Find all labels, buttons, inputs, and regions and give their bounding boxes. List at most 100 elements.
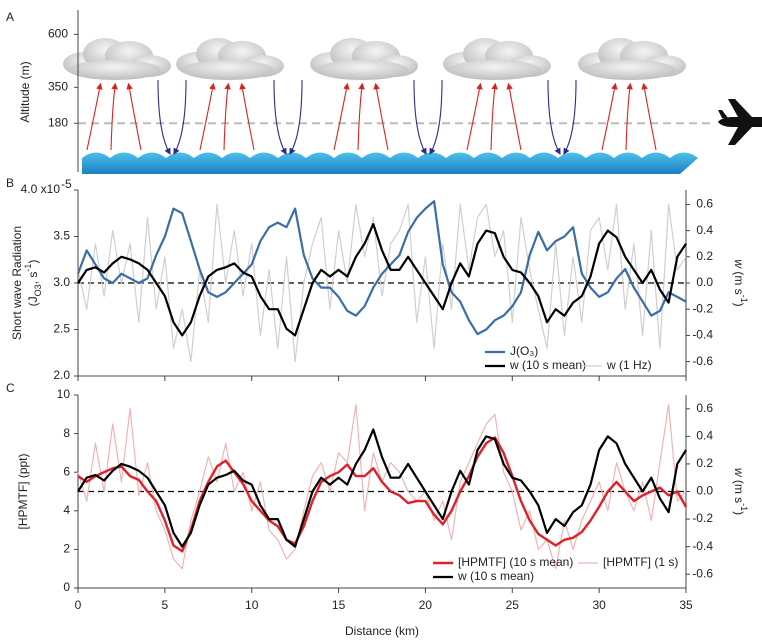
cloud-puff xyxy=(316,60,408,80)
y-tick-label: 0 xyxy=(63,580,70,594)
y-tick-label: 10 xyxy=(57,387,71,401)
y2-tick-label: 0.6 xyxy=(696,401,713,415)
x-tick-label: 25 xyxy=(506,598,520,612)
schematic xyxy=(63,38,712,174)
updraft-arrow xyxy=(641,82,657,151)
downdraft-arrow xyxy=(173,79,187,155)
y2-tick-label: 0.0 xyxy=(696,275,713,289)
label-part: w xyxy=(732,468,746,478)
cloud xyxy=(578,38,686,80)
x-tick-label: 10 xyxy=(245,598,259,612)
y-tick-label: 2.0 xyxy=(53,368,70,382)
downdraft-arrow xyxy=(157,79,171,155)
y2-tick-label: 0.4 xyxy=(696,223,713,237)
updraft-arrow xyxy=(373,82,389,151)
y-tick-label: 180 xyxy=(48,115,68,129)
label-part: ) xyxy=(732,303,746,307)
x-tick-label: 20 xyxy=(419,598,433,612)
updraft-arrow xyxy=(357,82,365,151)
label-part: (m s xyxy=(732,268,746,295)
y2-axis-label: w (m s-1) xyxy=(732,259,749,306)
y-tick-label: 4.0 x10 xyxy=(21,182,61,196)
legend-label: w (10 s mean) xyxy=(457,569,534,583)
label-part: ) xyxy=(732,511,746,515)
label-part: (J xyxy=(26,296,40,306)
panel-label: A xyxy=(6,10,14,24)
y2-tick-label: -0.6 xyxy=(692,566,713,580)
line-series xyxy=(77,223,687,337)
cloud xyxy=(443,38,551,80)
y2-tick-label: -0.4 xyxy=(692,539,713,553)
x-tick-label: 35 xyxy=(679,598,693,612)
y-axis-label: [HPMTF] (ppt) xyxy=(16,453,30,529)
downdraft-arrow xyxy=(563,79,577,155)
label-part: -1 xyxy=(739,295,749,303)
updraft-arrow xyxy=(625,82,633,151)
y-tick-label: 6 xyxy=(63,464,70,478)
airplane xyxy=(718,99,762,145)
label-part: [HPMTF] (ppt) xyxy=(16,453,30,529)
y-axis-label: Altitude (m) xyxy=(18,61,32,122)
updraft-arrow xyxy=(199,82,216,151)
label-part: w xyxy=(732,259,746,269)
cloud xyxy=(310,38,418,80)
label-part: -1 xyxy=(23,264,33,272)
updraft-arrow xyxy=(223,82,231,151)
downdraft-arrow xyxy=(547,79,561,155)
y-tick-label: 2 xyxy=(63,542,70,556)
label-part: (m s xyxy=(732,476,746,503)
y-tick-label: 2.5 xyxy=(53,322,70,336)
y-exponent: -5 xyxy=(61,177,72,191)
panel-label: C xyxy=(6,381,15,395)
cloud-puff xyxy=(584,60,676,80)
y2-tick-label: -0.6 xyxy=(692,354,713,368)
x-tick-label: 5 xyxy=(162,598,169,612)
y-axis-label: Short wave Radiation xyxy=(10,226,24,340)
legend-label: J(O₃) xyxy=(510,344,538,358)
x-tick-label: 15 xyxy=(332,598,346,612)
y2-tick-label: 0.4 xyxy=(696,429,713,443)
label-part: ) xyxy=(26,260,40,264)
line-series xyxy=(77,436,688,553)
y-tick-label: 4 xyxy=(63,503,70,517)
legend-label: [HPMTF] (1 s) xyxy=(603,555,678,569)
line-series xyxy=(77,404,687,570)
y2-axis-label: w (m s-1) xyxy=(732,468,749,515)
cloud xyxy=(176,38,284,80)
y2-tick-label: 0.0 xyxy=(696,484,713,498)
line-series xyxy=(77,428,687,548)
y2-tick-label: -0.2 xyxy=(692,511,713,525)
y2-tick-label: 0.2 xyxy=(696,249,713,263)
legend-label: [HPMTF] (10 s mean) xyxy=(458,555,573,569)
legend-label: w (10 s mean) xyxy=(509,358,586,372)
y-tick-label: 3.5 xyxy=(53,229,70,243)
cloud-puff xyxy=(69,60,161,80)
line-series xyxy=(76,200,687,336)
legend-label: w (1 Hz) xyxy=(606,358,652,372)
cloud-puff xyxy=(449,60,541,80)
updraft-arrow xyxy=(506,82,522,151)
label-part: , s xyxy=(26,272,40,285)
y2-tick-label: -0.2 xyxy=(692,301,713,315)
downdraft-arrow xyxy=(413,79,427,155)
y-tick-label: 8 xyxy=(63,426,70,440)
updraft-arrow xyxy=(110,82,118,151)
y-axis-label: (JO3, s-1) xyxy=(23,260,43,307)
x-tick-label: 30 xyxy=(592,598,606,612)
downdraft-arrow xyxy=(289,79,303,155)
updraft-arrow xyxy=(601,82,618,151)
sea xyxy=(82,152,698,174)
downdraft-arrow xyxy=(429,79,443,155)
updraft-arrow xyxy=(333,82,350,151)
y-tick-label: 600 xyxy=(48,27,68,41)
cloud xyxy=(63,38,171,80)
updraft-arrow xyxy=(466,82,483,151)
downdraft-arrow xyxy=(273,79,287,155)
updraft-arrow xyxy=(86,82,103,151)
x-axis-label: Distance (km) xyxy=(345,624,419,638)
y2-tick-label: -0.4 xyxy=(692,328,713,342)
updraft-arrow xyxy=(126,82,142,151)
y2-tick-label: 0.6 xyxy=(696,197,713,211)
panel-label: B xyxy=(6,176,14,190)
